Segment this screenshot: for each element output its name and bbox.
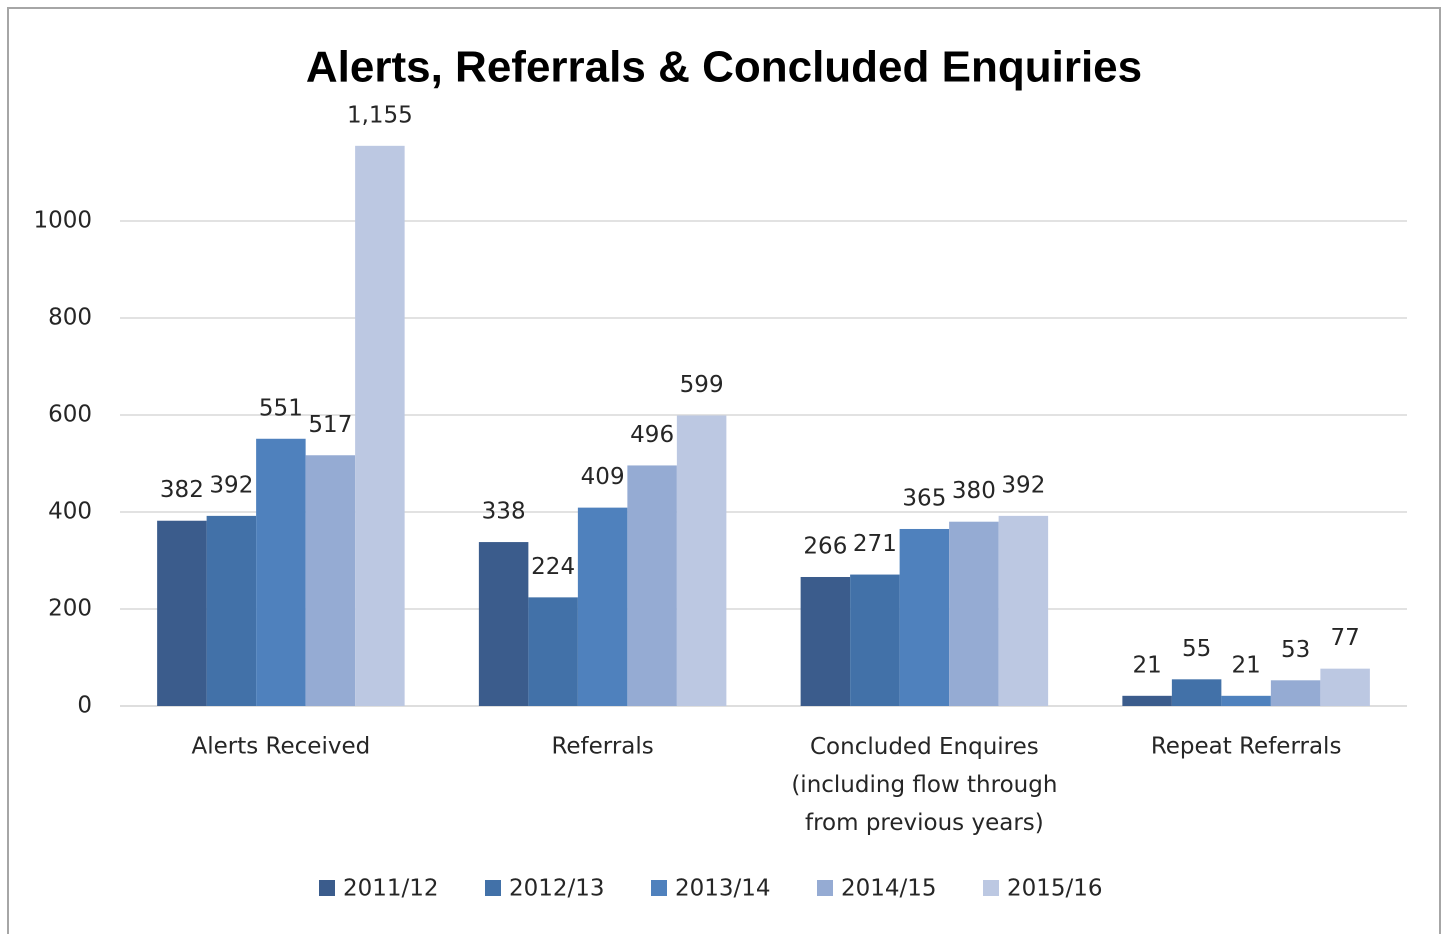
data-label: 517 (308, 412, 352, 438)
bar (206, 515, 257, 706)
y-tick-label: 600 (48, 402, 92, 428)
bar (1320, 668, 1370, 706)
bar (850, 574, 900, 706)
data-label: 365 (902, 485, 946, 511)
data-label: 380 (952, 478, 996, 504)
bar (1221, 695, 1271, 706)
legend-swatch (485, 880, 501, 896)
data-label: 496 (630, 422, 674, 448)
bar (1122, 695, 1172, 706)
y-tick-label: 400 (48, 499, 92, 525)
data-label: 266 (803, 533, 847, 559)
bar (949, 521, 999, 706)
x-tick-label: Repeat Referrals (1151, 734, 1342, 760)
data-label: 392 (209, 472, 253, 498)
legend-label: 2015/16 (1007, 876, 1103, 902)
data-label: 55 (1182, 636, 1211, 662)
x-tick-label: Referrals (551, 734, 653, 760)
bar (800, 576, 851, 706)
data-label: 338 (482, 499, 526, 525)
legend-swatch (817, 880, 833, 896)
x-tick-label: Concluded Enquires (including flow throug… (791, 734, 1057, 836)
bar (676, 415, 727, 706)
legend-label: 2012/13 (509, 876, 605, 902)
data-label: 224 (531, 554, 575, 580)
data-label: 409 (581, 464, 625, 490)
bar (899, 528, 950, 706)
bar (528, 597, 578, 706)
y-tick-label: 0 (77, 693, 92, 719)
bar (355, 145, 405, 706)
bar (478, 542, 529, 706)
data-label: 1,155 (347, 102, 413, 128)
legend-label: 2013/14 (675, 876, 771, 902)
y-tick-label: 200 (48, 596, 92, 622)
data-label: 382 (160, 477, 204, 503)
y-tick-label: 800 (48, 305, 92, 331)
bar (1171, 679, 1222, 706)
data-label: 599 (680, 372, 724, 398)
bar (577, 507, 628, 706)
legend-label: 2014/15 (841, 876, 937, 902)
bar (1270, 680, 1321, 706)
data-label: 551 (259, 395, 303, 421)
data-label: 392 (1001, 472, 1045, 498)
data-label: 53 (1281, 637, 1310, 663)
bar (305, 455, 356, 706)
data-label: 271 (853, 531, 897, 557)
x-tick-label: Alerts Received (192, 734, 371, 760)
data-label: 77 (1330, 625, 1359, 651)
bar (998, 515, 1049, 706)
legend-swatch (651, 880, 667, 896)
legend-swatch (319, 880, 335, 896)
legend-label: 2011/12 (343, 876, 439, 902)
bar (627, 465, 677, 706)
data-label: 21 (1231, 652, 1260, 678)
y-tick-label: 1000 (33, 208, 92, 234)
legend-swatch (983, 880, 999, 896)
data-label: 21 (1132, 652, 1161, 678)
bar (256, 438, 306, 706)
chart-title: Alerts, Referrals & Concluded Enquiries (306, 43, 1142, 92)
bar (157, 520, 207, 706)
